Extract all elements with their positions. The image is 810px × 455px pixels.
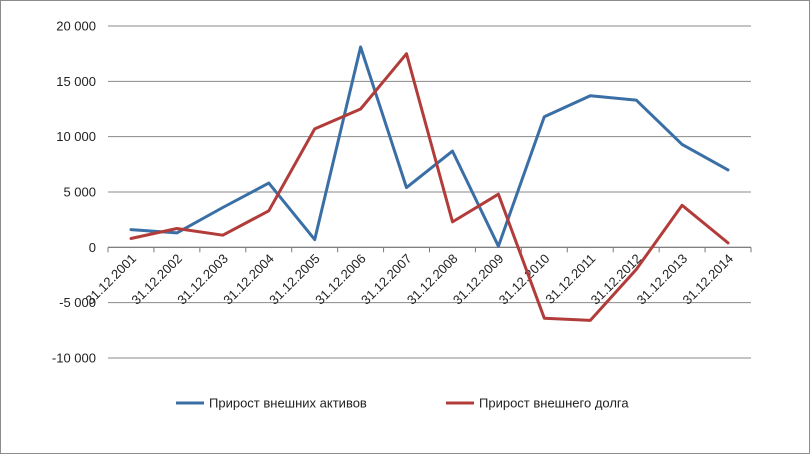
x-axis (107, 246, 752, 253)
x-axis-tick-labels: 31.12.200131.12.200231.12.200331.12.2004… (82, 251, 736, 308)
legend-label-1: Прирост внешних активов (209, 396, 367, 411)
y-tick-label: 15 000 (56, 74, 96, 89)
y-axis-tick-labels: -10 000 -5 000 0 5 000 10 000 15 000 20 000 (52, 19, 96, 366)
y-tick-label: 5 000 (63, 185, 96, 200)
series-line-1 (129, 45, 730, 248)
gridlines (108, 25, 751, 359)
y-tick-label: -10 000 (52, 351, 96, 366)
series-lines (129, 45, 730, 322)
y-tick-label: 10 000 (56, 129, 96, 144)
y-tick-label: 0 (89, 240, 96, 255)
y-tick-label: -5 000 (59, 295, 96, 310)
legend-label-2: Прирост внешнего долга (479, 396, 629, 411)
legend: Прирост внешних активов Прирост внешнего … (176, 396, 629, 411)
series-line-2 (129, 52, 730, 322)
y-tick-label: 20 000 (56, 19, 96, 34)
